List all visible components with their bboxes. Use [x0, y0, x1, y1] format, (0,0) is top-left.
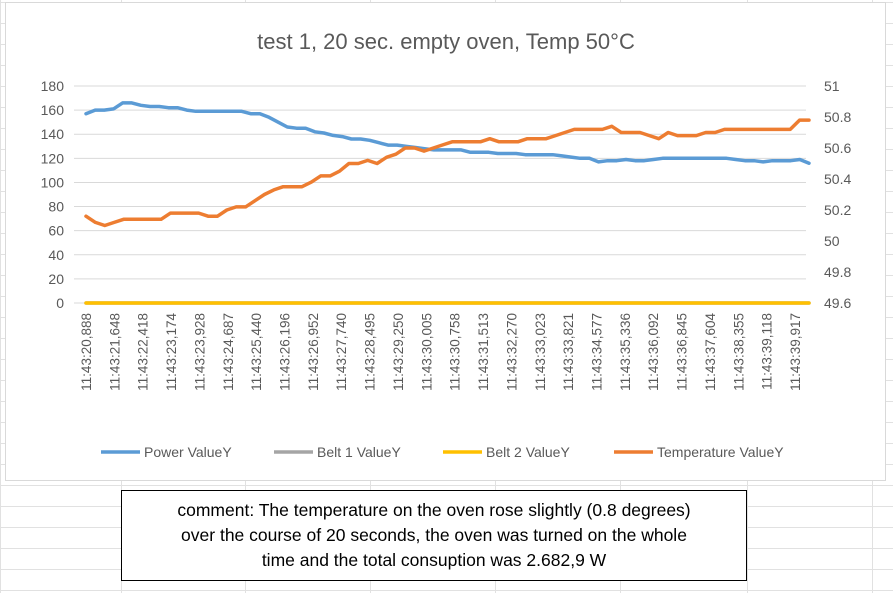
y-tick-label: 0: [56, 295, 64, 311]
x-axis: 11:43:20,888 11:43:21,648 11:43:22,418 11:4…: [79, 313, 803, 391]
series-layer: [84, 101, 811, 305]
x-tick-label: 11:43:23,928: [192, 313, 207, 391]
x-tick-label: 11:43:36,845: [675, 313, 690, 391]
x-tick-label: 11:43:27,740: [334, 313, 349, 391]
y-tick-label: 160: [41, 102, 65, 118]
y-tick-label: 20: [48, 271, 64, 287]
x-tick-label: 11:43:38,355: [731, 313, 746, 391]
x-tick-label: 11:43:37,604: [703, 313, 718, 391]
y2-tick-label: 50.4: [824, 171, 851, 187]
legend-label: Power ValueY: [144, 444, 232, 460]
chart-area[interactable]: test 1, 20 sec. empty oven, Temp 50°C 0 2…: [5, 2, 886, 481]
y-tick-label: 80: [48, 199, 64, 215]
y-tick-label: 120: [41, 150, 65, 166]
comment-line: over the course of 20 seconds, the oven …: [181, 525, 687, 545]
y-tick-label: 100: [41, 174, 65, 190]
y2-tick-label: 50: [824, 233, 840, 249]
series-line-power-valuey: [84, 101, 811, 165]
y-axis-left: 0 20 40 60 80 100 120 140 160 180: [41, 78, 65, 311]
x-tick-label: 11:43:29,250: [391, 313, 406, 391]
legend-label: Belt 2 ValueY: [486, 444, 570, 460]
x-tick-label: 11:43:30,758: [448, 313, 463, 391]
chart-title: test 1, 20 sec. empty oven, Temp 50°C: [257, 29, 635, 54]
legend: Power ValueY Belt 1 ValueY Belt 2 ValueY Te…: [101, 444, 784, 460]
x-tick-label: 11:43:28,495: [363, 313, 378, 391]
y2-tick-label: 50.6: [824, 140, 851, 156]
y2-tick-label: 50.2: [824, 202, 851, 218]
x-tick-label: 11:43:36,092: [646, 313, 661, 391]
x-tick-label: 11:43:39,118: [760, 313, 775, 390]
comment-line: comment: The temperature on the oven ros…: [177, 500, 691, 520]
x-tick-label: 11:43:31,513: [476, 313, 491, 391]
legend-label: Temperature ValueY: [657, 444, 784, 460]
x-tick-label: 11:43:20,888: [79, 313, 94, 391]
x-tick-label: 11:43:23,174: [164, 313, 179, 391]
comment-box: comment: The temperature on the oven ros…: [121, 490, 747, 581]
y-tick-label: 60: [48, 223, 64, 239]
legend-label: Belt 1 ValueY: [317, 444, 401, 460]
y-tick-label: 140: [41, 126, 65, 142]
x-tick-label: 11:43:33,821: [561, 313, 576, 391]
y2-tick-label: 51: [824, 78, 840, 94]
y-axis-right: 49.6 49.8 50 50.2 50.4 50.6 50.8 51: [824, 78, 851, 311]
gridlines: [74, 85, 806, 304]
y-tick-label: 40: [48, 247, 64, 263]
x-tick-label: 11:43:24,687: [221, 313, 236, 391]
y2-tick-label: 49.8: [824, 264, 851, 280]
y-tick-label: 180: [41, 78, 65, 94]
x-tick-label: 11:43:34,577: [589, 313, 604, 391]
x-tick-label: 11:43:22,418: [136, 313, 151, 391]
x-tick-label: 11:43:33,023: [533, 313, 548, 391]
y2-tick-label: 49.6: [824, 295, 851, 311]
x-tick-label: 11:43:21,648: [107, 313, 122, 391]
x-tick-label: 11:43:26,196: [278, 313, 293, 391]
x-tick-label: 11:43:39,917: [788, 313, 803, 391]
y2-tick-label: 50.8: [824, 109, 851, 125]
x-tick-label: 11:43:30,005: [419, 313, 434, 391]
series-line-temperature-valuey: [84, 118, 811, 228]
line-chart: test 1, 20 sec. empty oven, Temp 50°C 0 2…: [41, 29, 852, 460]
x-tick-label: 11:43:25,440: [249, 313, 264, 391]
x-tick-label: 11:43:32,270: [504, 313, 519, 391]
comment-line: time and the total consuption was 2.682,…: [261, 550, 607, 570]
x-tick-label: 11:43:35,336: [618, 313, 633, 391]
x-tick-label: 11:43:26,952: [306, 313, 321, 391]
